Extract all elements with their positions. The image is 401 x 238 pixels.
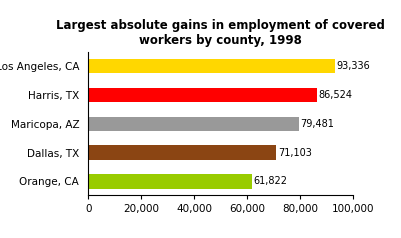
Text: 86,524: 86,524 bbox=[318, 90, 352, 100]
Bar bbox=[88, 117, 299, 131]
Title: Largest absolute gains in employment of covered
workers by county, 1998: Largest absolute gains in employment of … bbox=[56, 19, 385, 47]
Bar bbox=[88, 174, 252, 189]
Text: 93,336: 93,336 bbox=[336, 61, 370, 71]
Bar bbox=[88, 88, 317, 102]
Text: 79,481: 79,481 bbox=[300, 119, 334, 129]
Bar bbox=[88, 145, 276, 160]
Text: 71,103: 71,103 bbox=[278, 148, 312, 158]
Text: 61,822: 61,822 bbox=[253, 176, 287, 186]
Bar bbox=[88, 59, 335, 73]
